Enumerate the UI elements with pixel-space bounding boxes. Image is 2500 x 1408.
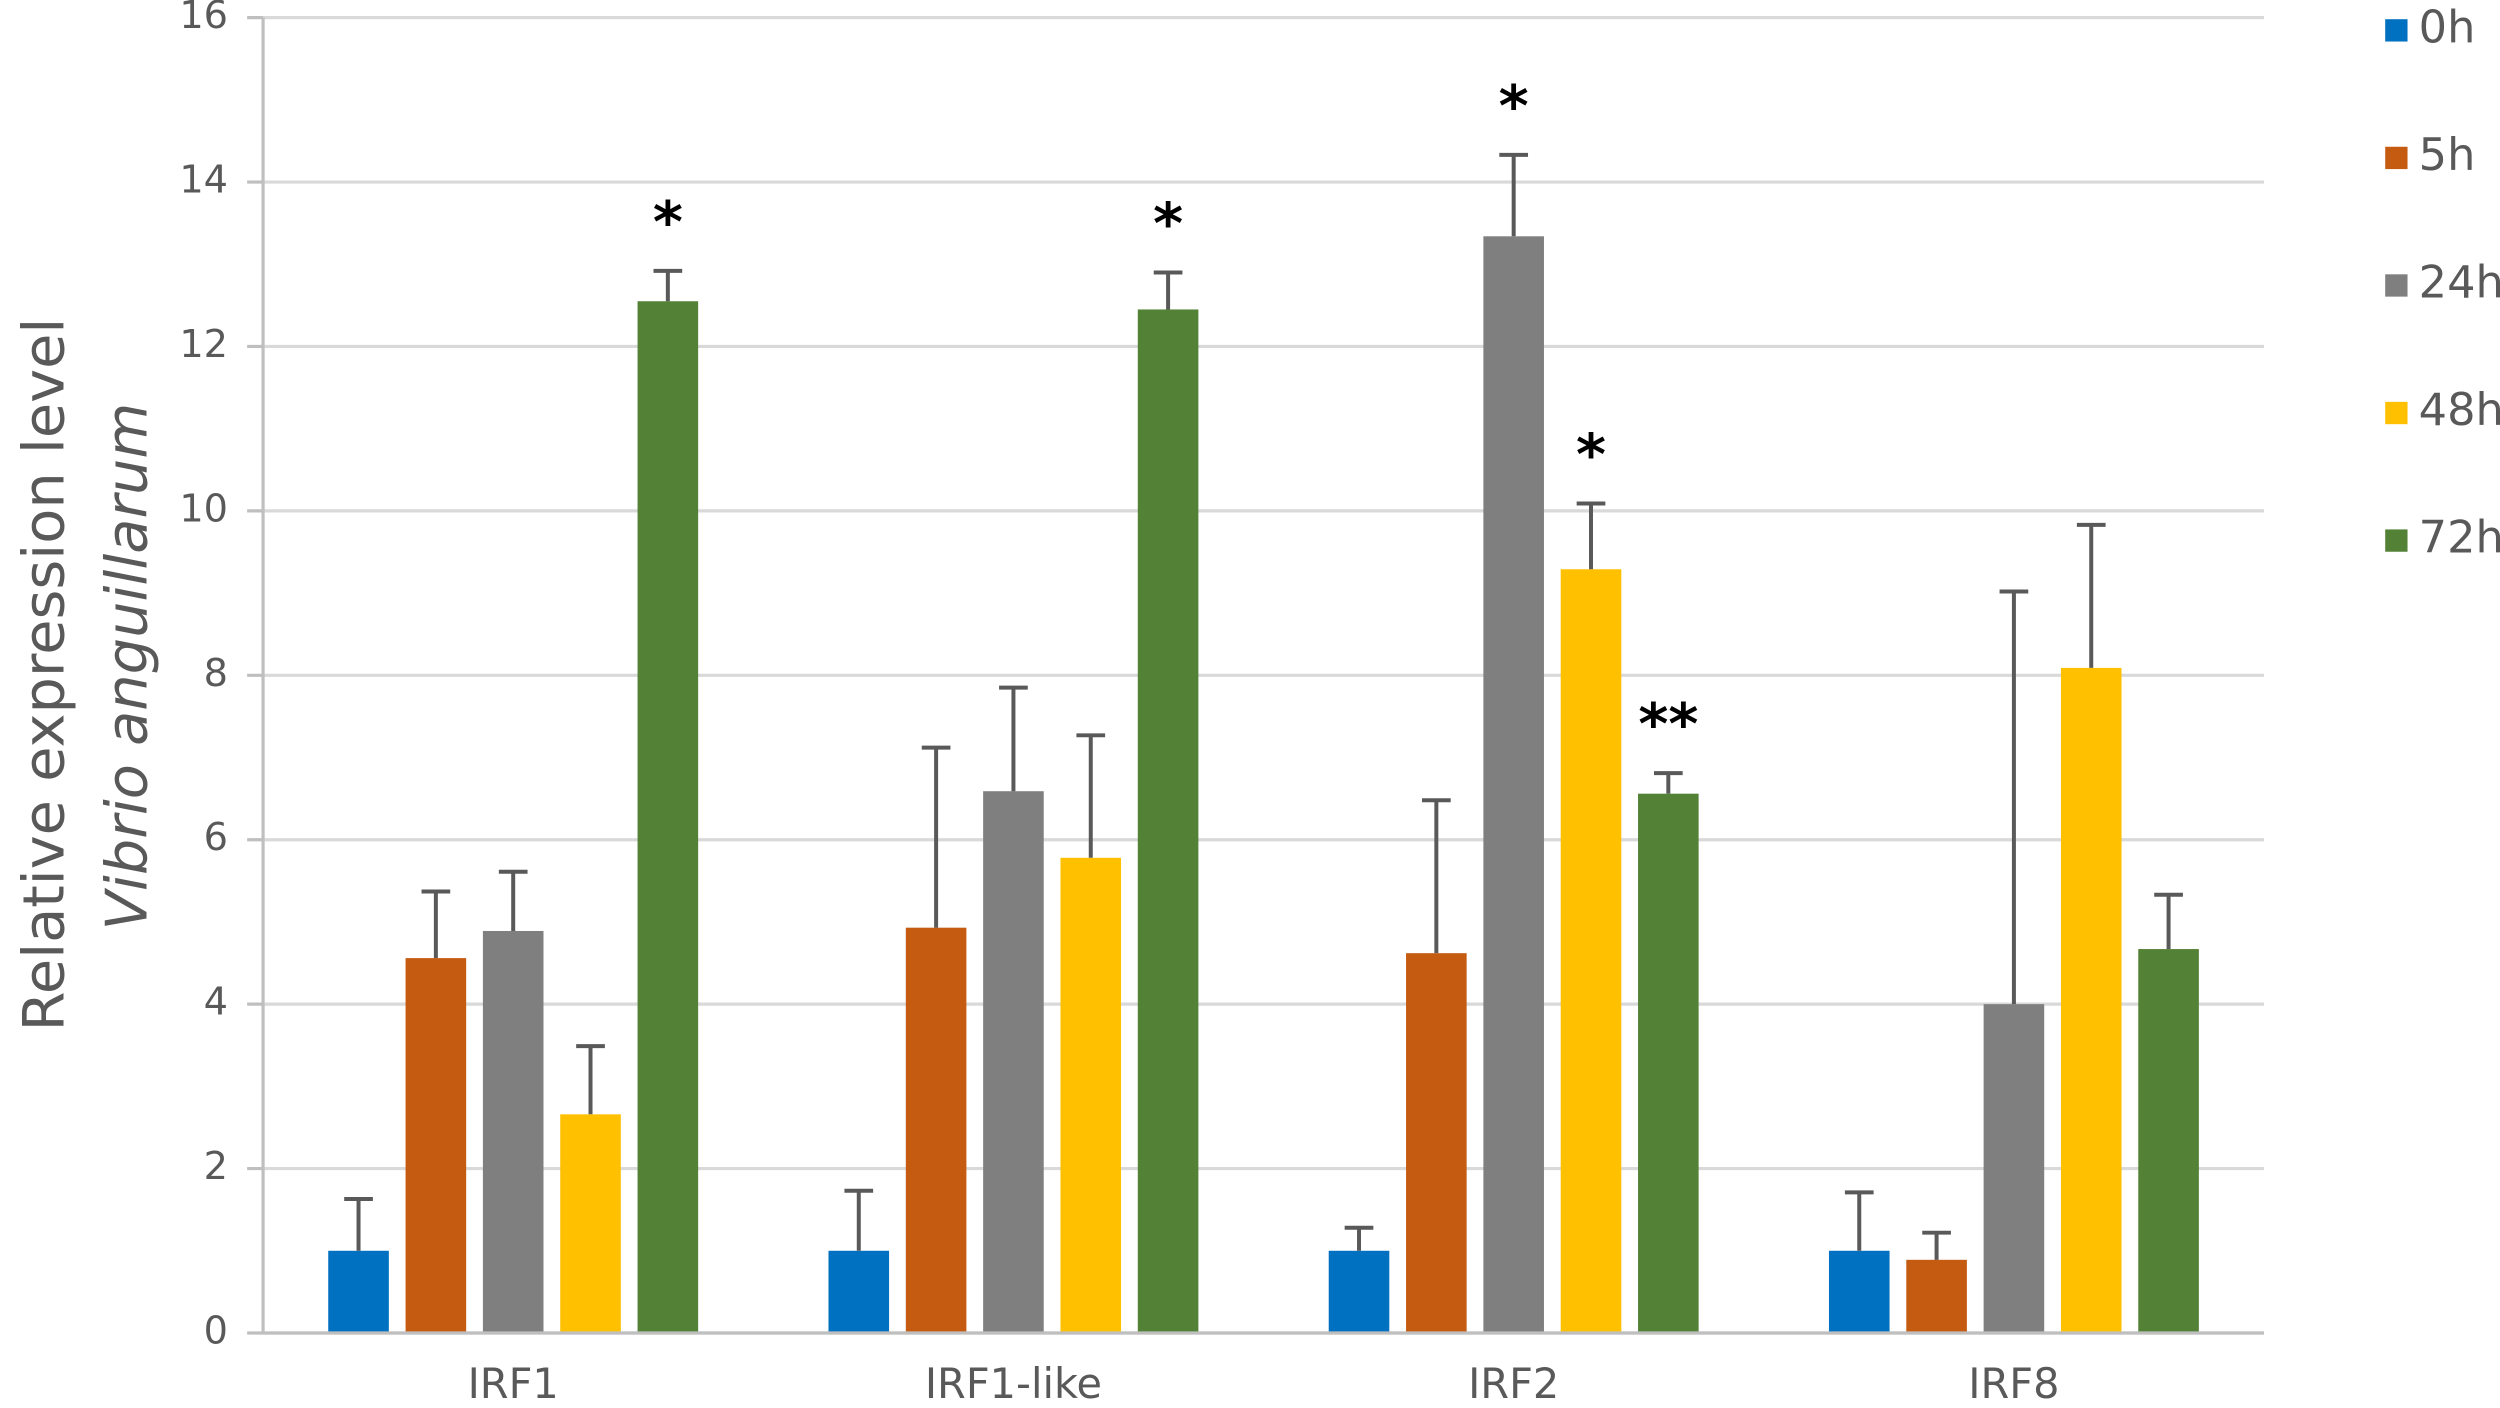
bar [560, 1114, 621, 1333]
bar [2060, 667, 2122, 1333]
x-tick-label: IRF1-like [925, 1360, 1102, 1408]
error-bar [2076, 522, 2106, 668]
error-bar [1999, 589, 2029, 1005]
error-bar [921, 745, 951, 928]
y-axis-title: Relative expression level [10, 318, 77, 1032]
legend-label: 0h [2419, 1, 2476, 53]
error-bar [1153, 270, 1183, 310]
bar [983, 791, 1044, 1333]
significance-mark: ** [1638, 691, 1698, 758]
bar [328, 1250, 389, 1333]
error-bar [1076, 733, 1106, 858]
y-tick-label: 4 [204, 980, 228, 1025]
y-tick-label: 10 [179, 486, 228, 531]
error-bar [498, 869, 528, 931]
y-axis-title-species: Vibrio anguillarum [93, 403, 160, 931]
bar [1137, 309, 1199, 1333]
legend-label: 24h [2419, 256, 2500, 308]
legend-label: 48h [2419, 384, 2500, 436]
y-tick-label: 0 [204, 1308, 228, 1353]
bar [405, 958, 467, 1333]
y-tick-label: 8 [204, 651, 228, 696]
error-bar [2154, 892, 2183, 950]
x-tick-label: IRF8 [1968, 1360, 2059, 1408]
error-bar [653, 268, 683, 302]
legend-swatch [2385, 19, 2408, 42]
bar [1828, 1250, 1890, 1333]
bar [1983, 1004, 2045, 1333]
error-bar [844, 1188, 874, 1251]
error-bar [576, 1044, 605, 1115]
y-tick-label: 16 [179, 0, 228, 38]
error-bar [1844, 1190, 1874, 1251]
bar [2138, 949, 2199, 1333]
y-tick-label: 2 [204, 1144, 228, 1189]
error-bar [1576, 501, 1606, 570]
legend-swatch [2385, 274, 2408, 297]
y-tick-label: 14 [179, 158, 228, 203]
bar [905, 927, 967, 1333]
error-bar [999, 685, 1028, 792]
legend-label: 5h [2419, 129, 2476, 181]
bar [637, 301, 699, 1333]
bar [1638, 793, 1699, 1333]
y-tick-label: 12 [179, 322, 228, 367]
legend-swatch [2385, 401, 2408, 425]
error-bar [1653, 771, 1683, 794]
x-tick-label: IRF2 [1468, 1360, 1559, 1408]
legend-swatch [2385, 146, 2408, 170]
error-bar [344, 1196, 373, 1251]
y-tick-label: 6 [204, 815, 228, 860]
error-bar [1344, 1225, 1374, 1251]
bar [1060, 857, 1122, 1333]
error-bar [1922, 1230, 1951, 1260]
significance-mark: * [1576, 421, 1606, 488]
significance-mark: * [653, 189, 683, 256]
legend-label: 72h [2419, 512, 2500, 564]
bar [1560, 569, 1622, 1333]
bar [1328, 1250, 1390, 1333]
significance-mark: * [1499, 73, 1529, 140]
bar [1906, 1259, 1967, 1333]
error-bar [1499, 152, 1529, 237]
bar [1483, 236, 1544, 1333]
bar [1406, 953, 1467, 1333]
significance-mark: * [1153, 190, 1183, 257]
error-bar [421, 889, 451, 959]
legend-swatch [2385, 529, 2408, 552]
bar [482, 930, 544, 1333]
bar [828, 1250, 890, 1333]
error-bar [1421, 798, 1451, 954]
x-tick-label: IRF1 [468, 1360, 559, 1408]
